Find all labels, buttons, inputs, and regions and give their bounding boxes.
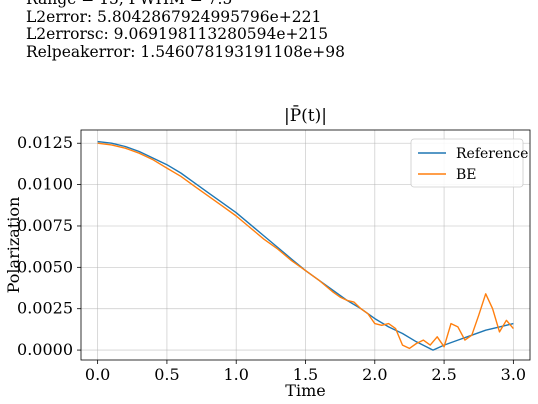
info-range: Range = 15, FWHM = 7.5	[26, 0, 345, 9]
x-axis-label: Time	[285, 381, 325, 400]
y-axis-label: Polarization	[4, 197, 23, 294]
y-tick-label: 0.0100	[17, 175, 73, 194]
x-tick-label: 2.0	[362, 365, 387, 384]
y-tick-label: 0.0075	[17, 216, 73, 235]
y-tick-label: 0.0025	[17, 299, 73, 318]
series-line-be	[97, 142, 514, 350]
y-tick-label: 0.0050	[17, 257, 73, 276]
x-tick-label: 2.5	[431, 365, 456, 384]
y-tick-label: 0.0000	[17, 340, 73, 359]
run-info: Range = 15, FWHM = 7.5 L2error: 5.804286…	[26, 0, 345, 61]
legend: Reference BE	[410, 138, 528, 188]
info-l2error: L2error: 5.8042867924995796e+221	[26, 7, 322, 26]
ticks: 0.0 0.5 1.0 1.5 2.0 2.5 3.0 0.0000 0.0025 0.0050 0…	[17, 133, 526, 384]
legend-label-reference: Reference	[456, 146, 528, 162]
legend-label-be: BE	[456, 167, 477, 183]
x-tick-label: 1.0	[223, 365, 248, 384]
x-tick-label: 0.0	[85, 365, 110, 384]
chart-title: |P̄(t)|	[284, 104, 327, 126]
legend-box	[410, 138, 524, 188]
x-tick-label: 0.5	[154, 365, 179, 384]
x-tick-label: 3.0	[501, 365, 526, 384]
info-l2errorsc: L2errorsc: 9.069198113280594e+215	[26, 25, 329, 43]
info-relpeakerror: Relpeakerror: 1.546078193191108e+98	[26, 42, 346, 61]
x-tick-label: 1.5	[293, 365, 318, 384]
series-layer	[97, 140, 514, 351]
y-tick-label: 0.0125	[17, 133, 73, 152]
